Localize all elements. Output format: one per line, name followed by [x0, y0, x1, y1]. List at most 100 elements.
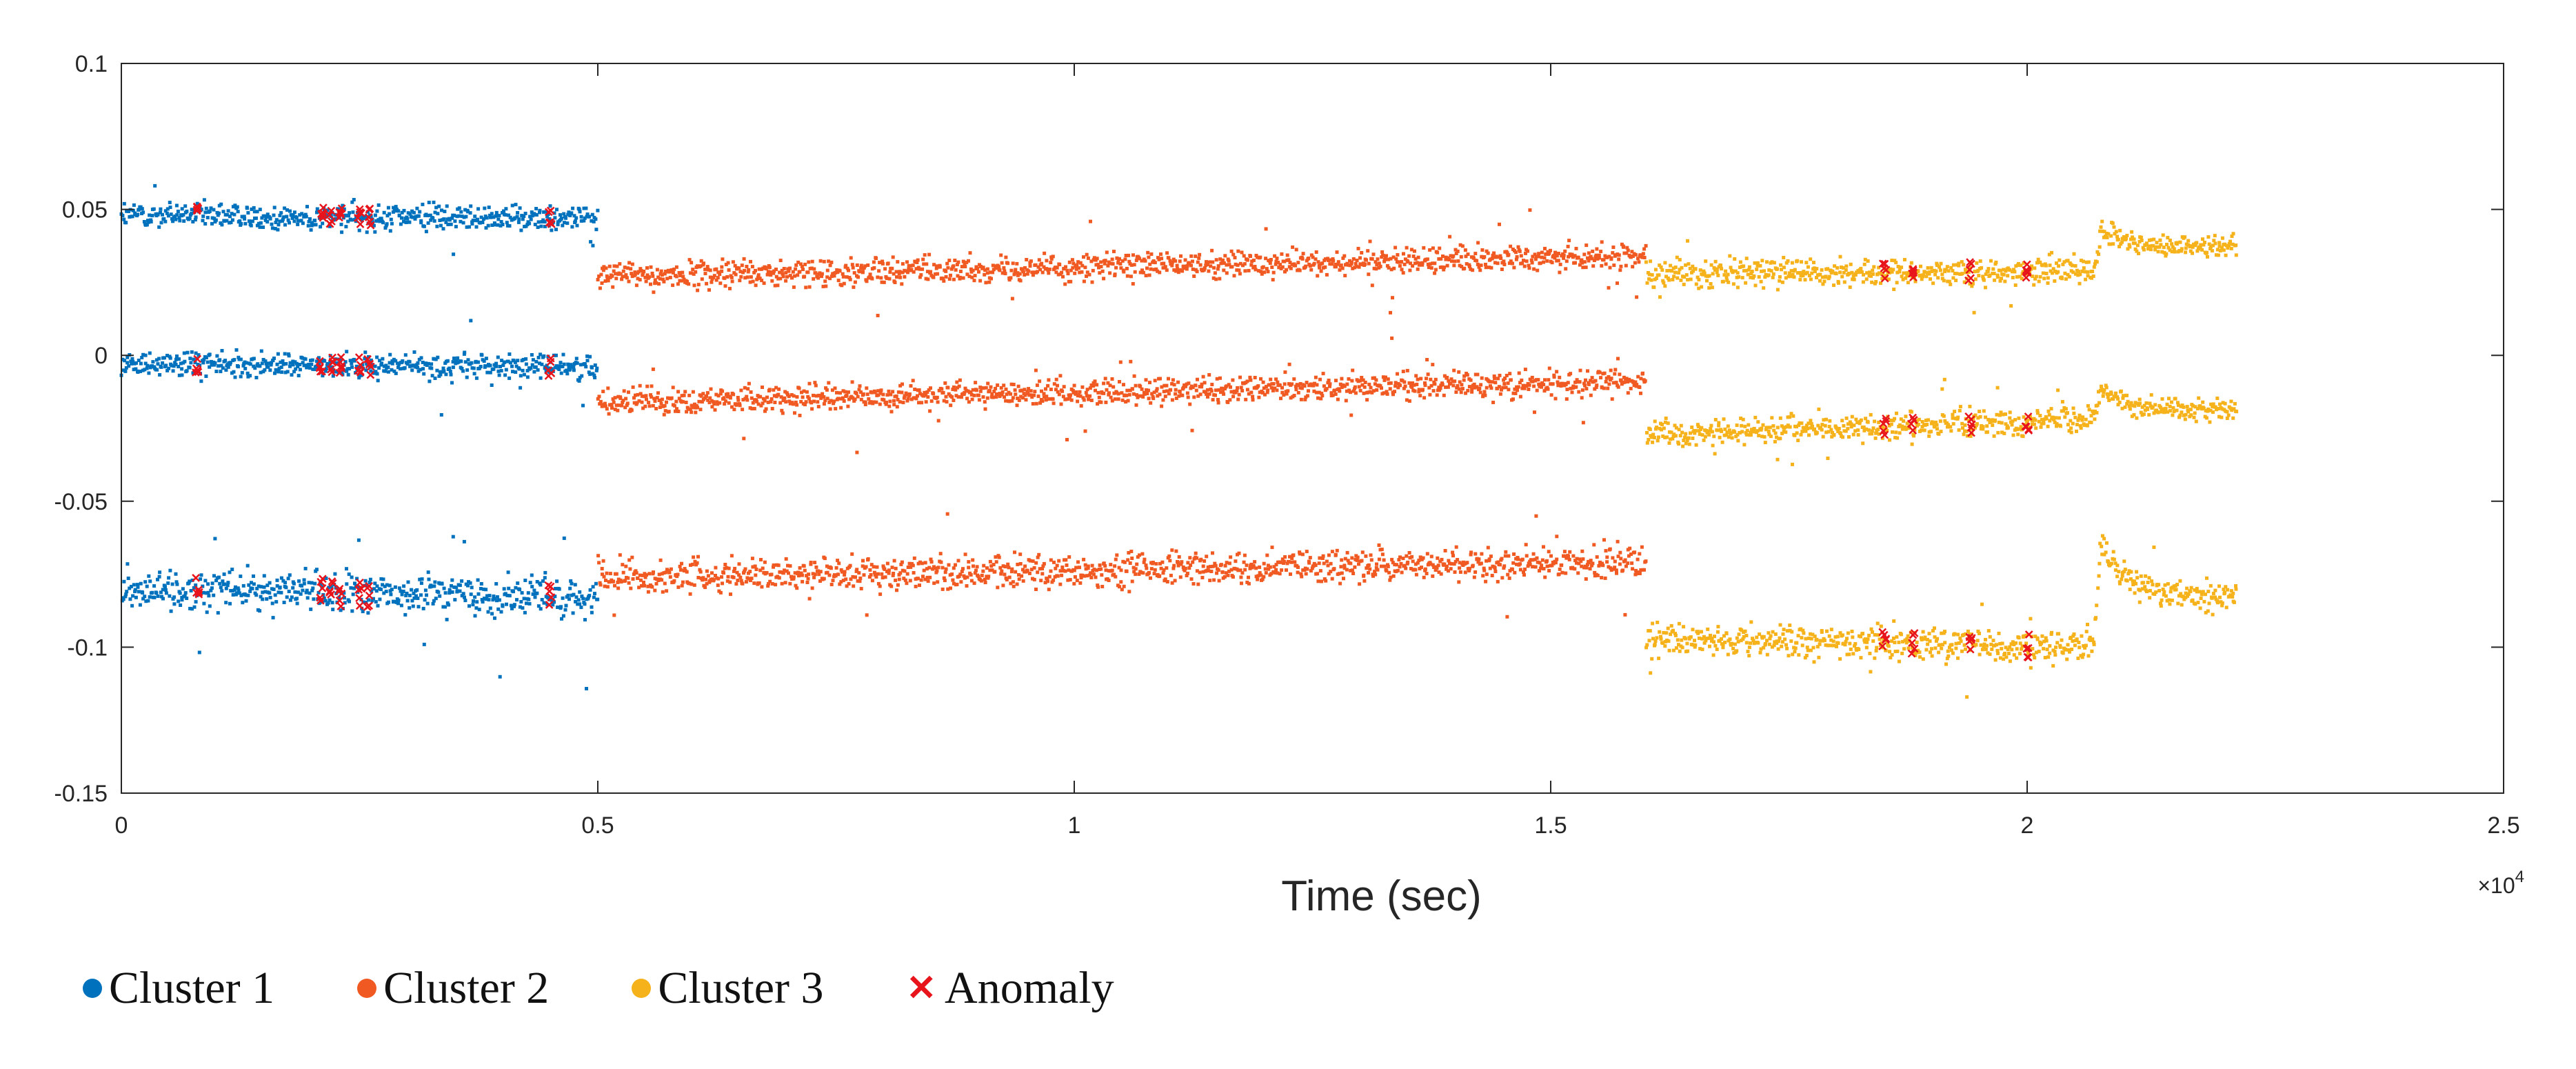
data-point — [121, 357, 125, 361]
data-point — [637, 399, 641, 403]
data-point — [185, 350, 190, 354]
data-point — [456, 207, 460, 211]
data-point — [199, 577, 203, 581]
data-point — [908, 579, 912, 583]
data-point — [514, 370, 518, 374]
data-point — [1630, 250, 1634, 254]
data-point — [150, 364, 154, 368]
data-point — [682, 277, 686, 281]
data-point — [427, 577, 431, 581]
data-point — [1360, 559, 1364, 563]
data-point — [865, 392, 869, 397]
data-point — [512, 604, 516, 608]
data-point — [890, 566, 894, 570]
data-point — [1160, 560, 1165, 564]
data-point — [466, 358, 470, 362]
data-point — [1365, 258, 1368, 262]
data-point — [1031, 559, 1035, 563]
data-point — [1273, 570, 1277, 575]
data-point — [1143, 392, 1147, 396]
data-point — [1003, 565, 1007, 569]
data-point — [1563, 249, 1567, 253]
data-point — [1003, 572, 1007, 577]
data-point — [190, 350, 194, 354]
data-point — [401, 359, 405, 363]
data-point — [891, 390, 895, 394]
data-point — [460, 214, 464, 219]
data-point — [590, 219, 594, 223]
data-point — [1178, 259, 1182, 263]
data-point — [303, 357, 308, 361]
data-point — [532, 588, 536, 592]
data-point — [1326, 257, 1330, 261]
data-point — [583, 618, 587, 622]
data-point — [236, 586, 240, 590]
data-point — [396, 209, 401, 213]
data-point — [1234, 559, 1238, 563]
data-point — [1016, 271, 1020, 275]
data-point — [1389, 268, 1393, 272]
data-point — [1014, 570, 1018, 574]
data-point — [433, 580, 437, 584]
data-point — [1367, 261, 1371, 266]
data-point — [1277, 266, 1281, 270]
data-point — [907, 561, 912, 566]
data-point — [881, 392, 885, 397]
data-point — [611, 397, 615, 401]
data-point — [1042, 392, 1046, 396]
data-point — [1351, 368, 1355, 372]
data-point — [463, 599, 467, 603]
data-point — [1316, 572, 1320, 576]
data-point — [1604, 380, 1608, 383]
data-point — [1209, 389, 1214, 393]
data-point — [653, 399, 657, 403]
data-point — [1229, 390, 1234, 394]
data-point — [1411, 381, 1415, 385]
data-point — [121, 368, 125, 372]
data-point — [1189, 577, 1194, 581]
data-point — [530, 210, 534, 214]
data-point — [1580, 396, 1584, 400]
data-point — [281, 579, 285, 583]
data-point — [1294, 388, 1298, 392]
data-point — [956, 386, 959, 390]
data-point — [284, 362, 288, 366]
data-point — [1157, 257, 1161, 261]
data-point — [1067, 260, 1071, 264]
data-point — [1326, 563, 1330, 568]
data-point — [518, 206, 522, 210]
data-point — [1406, 260, 1410, 264]
data-point — [665, 589, 669, 593]
data-point — [1641, 371, 1644, 375]
data-point — [767, 266, 772, 270]
data-point — [146, 219, 150, 223]
data-point — [878, 584, 882, 588]
data-point — [1227, 259, 1231, 263]
data-point — [718, 281, 723, 286]
data-point — [962, 574, 966, 578]
data-point — [803, 262, 807, 266]
data-point — [429, 218, 433, 222]
data-point — [317, 601, 321, 606]
data-point — [141, 591, 145, 595]
data-point — [1092, 568, 1096, 572]
data-point — [976, 575, 980, 579]
data-point — [1515, 255, 1519, 259]
data-point — [1567, 239, 1571, 243]
data-point — [1407, 254, 1411, 258]
data-point — [1274, 377, 1278, 381]
data-point — [1098, 271, 1102, 275]
data-point — [501, 604, 505, 608]
data-point — [1152, 268, 1156, 272]
data-point — [900, 390, 904, 394]
data-point — [656, 579, 661, 582]
data-point — [344, 225, 348, 229]
data-point — [1368, 239, 1372, 243]
data-point — [1044, 398, 1048, 402]
data-point — [1622, 245, 1626, 249]
data-point — [714, 267, 718, 271]
data-point — [647, 275, 652, 279]
data-point — [394, 205, 398, 209]
data-point — [1325, 559, 1329, 563]
data-point — [223, 219, 226, 223]
